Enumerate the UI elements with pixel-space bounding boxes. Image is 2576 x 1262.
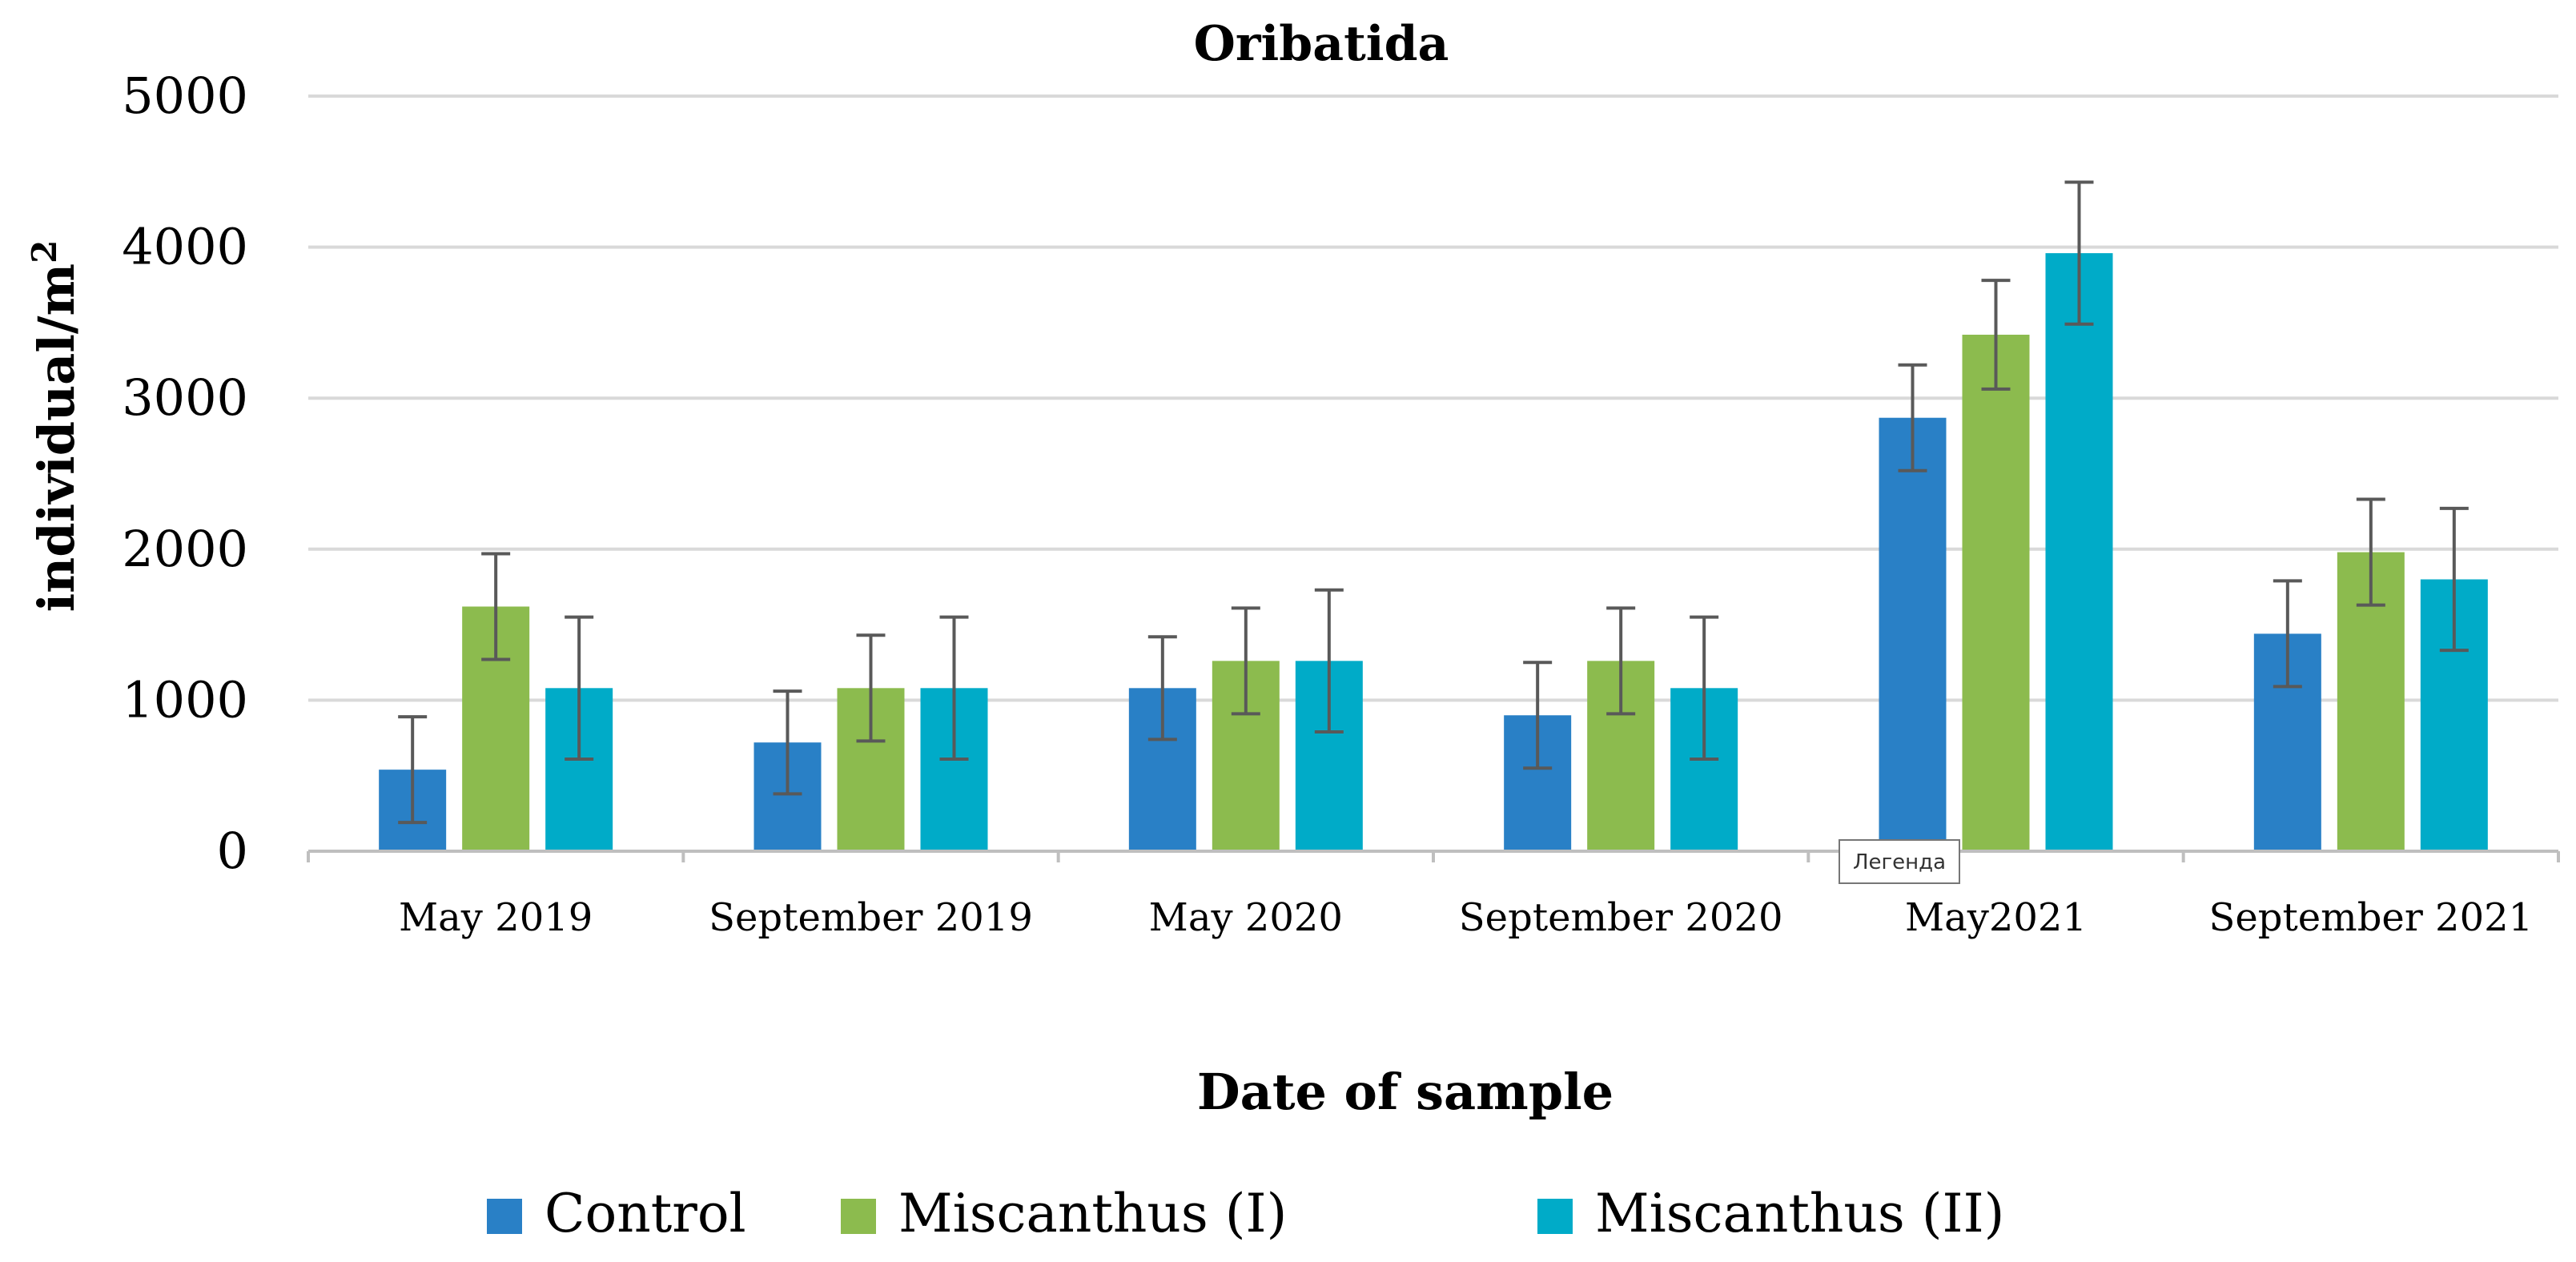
chart-title: Oribatida [1194,16,1449,72]
x-axis-title: Date of sample [1197,1063,1614,1121]
legend-label: Control [545,1183,746,1244]
bar [2045,253,2113,851]
y-axis-title-superscript: 2 [25,240,64,263]
y-axis-title: individual/m2 [25,240,86,613]
bar [1879,417,1947,851]
legend-tooltip: Легенда [1839,839,1960,884]
tooltip-text: Легенда [1853,850,1946,874]
x-tick-label: September 2019 [709,895,1033,940]
legend: Control Miscanthus (I) Miscanthus (II) [487,1183,2004,1244]
y-tick-label: 0 [217,822,248,880]
legend-swatch [841,1199,876,1234]
y-tick-label: 4000 [122,218,248,276]
x-tick-label: May 2020 [1149,895,1343,940]
y-tick-label: 3000 [122,368,248,427]
legend-swatch [1537,1199,1573,1234]
x-tick-label: May2021 [1905,895,2087,940]
legend-swatch [487,1199,522,1234]
x-tick-label: September 2020 [1459,895,1783,940]
y-tick-label: 1000 [122,670,248,729]
x-tick-label: May 2019 [399,895,593,940]
legend-label: Miscanthus (I) [898,1183,1287,1244]
y-tick-label: 2000 [122,520,248,578]
bar [1962,334,2030,851]
x-tick-label: September 2021 [2208,895,2533,940]
legend-label: Miscanthus (II) [1595,1183,2004,1244]
tooltip-box [1839,839,1960,884]
y-tick-label: 5000 [122,66,248,125]
